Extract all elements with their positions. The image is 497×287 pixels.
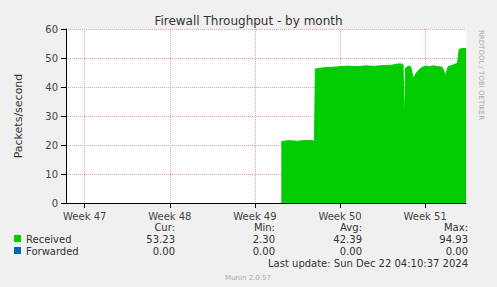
svg-text:2.30: 2.30: [253, 234, 275, 245]
svg-text:42.39: 42.39: [333, 234, 362, 245]
svg-text:Packets/second: Packets/second: [12, 74, 25, 159]
svg-text:Week 49: Week 49: [233, 211, 276, 222]
svg-text:30: 30: [45, 111, 58, 122]
svg-text:Min:: Min:: [254, 222, 275, 233]
svg-text:Cur:: Cur:: [154, 222, 175, 233]
svg-text:50: 50: [45, 53, 58, 64]
svg-text:Max:: Max:: [444, 222, 468, 233]
svg-text:RRDTOOL / TOBI OETIKER: RRDTOOL / TOBI OETIKER: [477, 30, 485, 120]
svg-text:53.23: 53.23: [146, 234, 175, 245]
svg-text:20: 20: [45, 140, 58, 151]
svg-text:Avg:: Avg:: [340, 222, 362, 233]
svg-text:Firewall Throughput - by month: Firewall Throughput - by month: [154, 14, 342, 28]
svg-text:0.00: 0.00: [253, 246, 275, 257]
svg-text:0.00: 0.00: [153, 246, 175, 257]
svg-text:Week 51: Week 51: [403, 211, 446, 222]
svg-text:Munin 2.0.57: Munin 2.0.57: [225, 274, 271, 282]
svg-text:Week 47: Week 47: [63, 211, 106, 222]
svg-text:94.93: 94.93: [439, 234, 468, 245]
svg-text:Forwarded: Forwarded: [26, 246, 79, 257]
svg-text:Last update: Sun Dec 22 04:10:: Last update: Sun Dec 22 04:10:37 2024: [268, 258, 468, 269]
svg-text:Week 48: Week 48: [148, 211, 191, 222]
svg-text:10: 10: [45, 169, 58, 180]
svg-text:40: 40: [45, 82, 58, 93]
svg-text:0.00: 0.00: [446, 246, 468, 257]
svg-text:Week 50: Week 50: [318, 211, 361, 222]
svg-text:Received: Received: [26, 234, 72, 245]
svg-text:0: 0: [52, 198, 58, 209]
svg-text:0.00: 0.00: [340, 246, 362, 257]
svg-text:60: 60: [45, 24, 58, 35]
